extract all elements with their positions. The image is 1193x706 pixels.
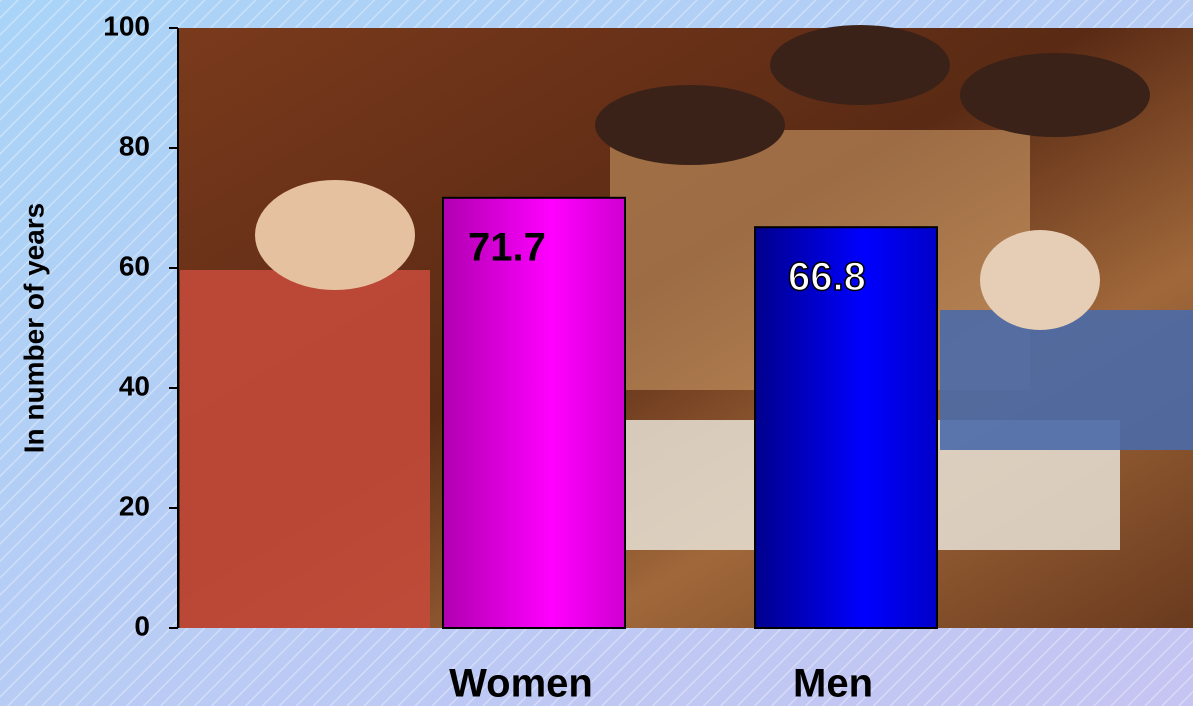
y-tick-label: 20 bbox=[119, 490, 150, 521]
x-tick-label: Women bbox=[449, 662, 593, 706]
y-tick-label: 100 bbox=[103, 10, 150, 41]
y-tick-label: 0 bbox=[134, 610, 150, 641]
value-label: 71.7 bbox=[468, 225, 546, 269]
y-tick-label: 40 bbox=[119, 370, 150, 401]
y-axis-label: In number of years bbox=[18, 203, 49, 454]
y-tick-label: 80 bbox=[119, 130, 150, 161]
value-label: 66.8 bbox=[788, 255, 866, 299]
page: {"chart_data": {"type": "bar", "y_label"… bbox=[0, 0, 1193, 706]
chart: In number of years 0 20 40 60 80 100 Women 71.7… bbox=[0, 0, 1193, 706]
y-tick-label: 60 bbox=[119, 250, 150, 281]
photo bbox=[178, 25, 1193, 628]
x-tick-label: Men bbox=[793, 662, 873, 706]
